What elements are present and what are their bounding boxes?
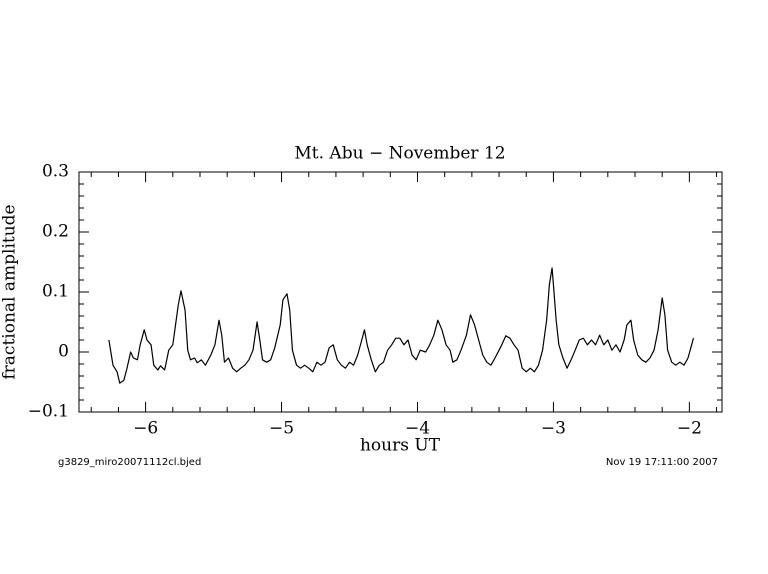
y-tick-label: 0.2 (42, 222, 69, 242)
y-tick-label: 0.3 (42, 162, 69, 182)
x-tick-label: −4 (405, 419, 430, 439)
y-tick-label: 0 (58, 342, 69, 362)
x-tick-label: −3 (541, 419, 566, 439)
plot-frame (78, 171, 723, 413)
y-axis-label: fractional amplitude (0, 204, 20, 379)
y-tick-label: 0.1 (42, 282, 69, 302)
data-line (108, 267, 695, 384)
x-tick-label: −5 (269, 419, 294, 439)
footer-date: Nov 19 17:11:00 2007 (606, 457, 718, 468)
footer-file: g3829_miro20071112cl.bjed (58, 457, 201, 468)
chart-title: Mt. Abu − November 12 (294, 144, 505, 164)
y-tick-label: −0.1 (28, 402, 69, 422)
x-axis-label: hours UT (360, 436, 441, 456)
x-tick-label: −6 (133, 419, 158, 439)
x-tick-label: −2 (677, 419, 702, 439)
